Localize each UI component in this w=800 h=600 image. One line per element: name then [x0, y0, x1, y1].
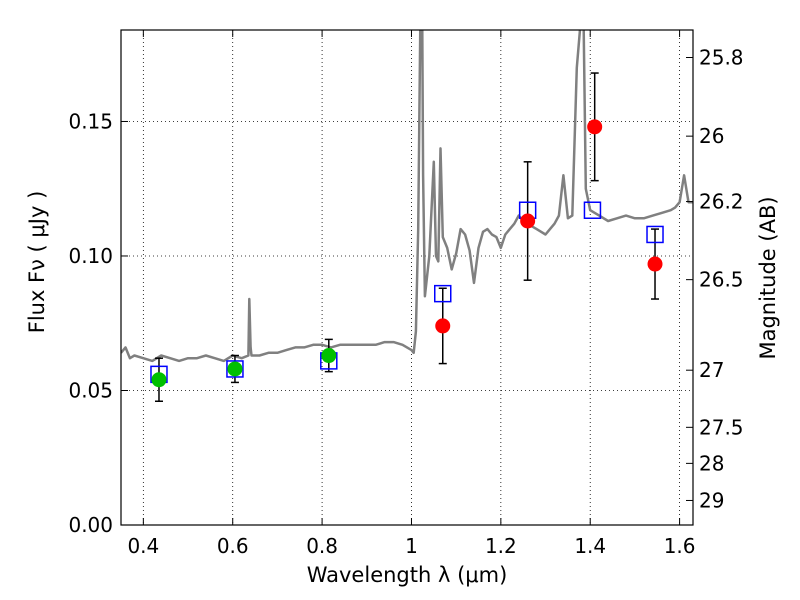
y-axis-label: Flux Fν ( μJy ) [25, 191, 49, 334]
green-photometry-point [151, 372, 167, 388]
green-photometry-point [227, 361, 243, 377]
y-tick-label: 0.15 [68, 109, 113, 133]
model-photometry-square [434, 284, 452, 303]
tick-layer: 0.4 0.6 0.8 1 1.2 1.4 1.6 0.00 0.05 0.10 0.15 25.8 2… [68, 30, 744, 558]
right-tick-label: 26.5 [699, 268, 744, 292]
data-layer [121, 30, 693, 402]
x-tick-label: 0.6 [217, 534, 249, 558]
right-tick-label: 28 [699, 451, 724, 475]
y-tick-label: 0.00 [68, 513, 113, 537]
plot-frame [120, 29, 694, 526]
right-tick-label: 27.5 [699, 415, 744, 439]
red-photometry-point [435, 318, 451, 334]
x-tick-label: 0.8 [306, 534, 338, 558]
x-tick-label: 1.6 [664, 534, 696, 558]
x-tick-label: 1.4 [574, 534, 606, 558]
x-tick-label: 0.4 [127, 534, 159, 558]
right-tick-label: 27 [699, 358, 724, 382]
x-axis-label: Wavelength λ (μm) [307, 563, 508, 587]
model-photometry-square [646, 225, 664, 244]
green-photometry-point [321, 348, 337, 364]
red-photometry-point [587, 119, 603, 135]
model-photometry-square [583, 201, 602, 219]
y-tick-label: 0.10 [68, 244, 113, 268]
red-photometry-point [647, 256, 663, 272]
right-tick-label: 29 [699, 488, 724, 512]
right-tick-label: 25.8 [699, 45, 744, 69]
right-axis-label: Magnitude (AB) [756, 196, 780, 359]
grid-layer [121, 30, 693, 526]
model-photometry-square [226, 360, 244, 378]
x-tick-label: 1 [405, 534, 418, 558]
right-tick-label: 26.2 [699, 190, 744, 214]
red-photometry-point [520, 213, 536, 229]
y-tick-label: 0.05 [68, 378, 113, 402]
spectrum-line [121, 30, 693, 363]
right-tick-label: 26 [699, 124, 724, 148]
x-tick-label: 1.2 [485, 534, 517, 558]
